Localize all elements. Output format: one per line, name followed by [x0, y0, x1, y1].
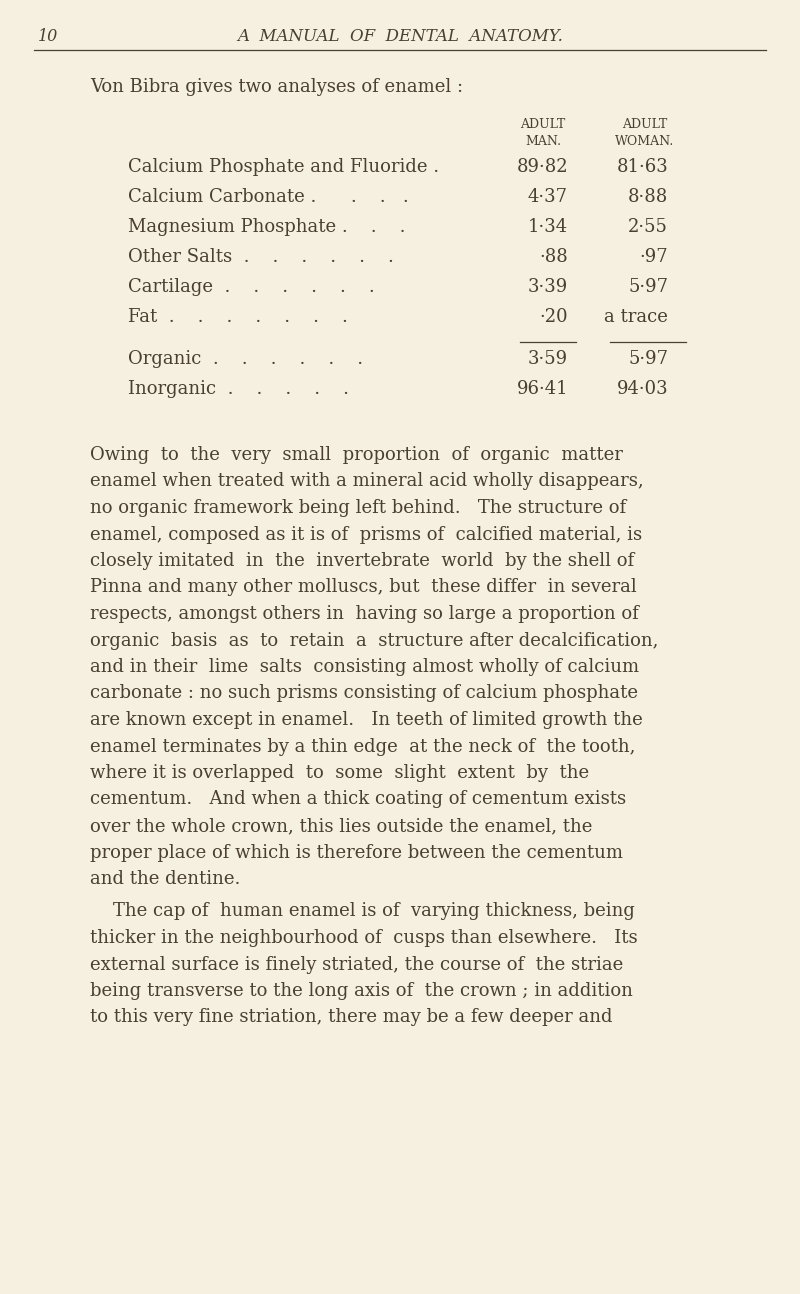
Text: ·20: ·20 — [539, 308, 568, 326]
Text: Magnesium Phosphate .    .    .: Magnesium Phosphate . . . — [128, 217, 406, 236]
Text: enamel, composed as it is of  prisms of  calcified material, is: enamel, composed as it is of prisms of c… — [90, 525, 642, 543]
Text: 89·82: 89·82 — [516, 158, 568, 176]
Text: a trace: a trace — [604, 308, 668, 326]
Text: Owing  to  the  very  small  proportion  of  organic  matter: Owing to the very small proportion of or… — [90, 446, 623, 465]
Text: Pinna and many other molluscs, but  these differ  in several: Pinna and many other molluscs, but these… — [90, 578, 637, 597]
Text: Calcium Phosphate and Fluoride .: Calcium Phosphate and Fluoride . — [128, 158, 439, 176]
Text: 96·41: 96·41 — [516, 380, 568, 399]
Text: 3·39: 3·39 — [528, 278, 568, 296]
Text: no organic framework being left behind.   The structure of: no organic framework being left behind. … — [90, 499, 626, 518]
Text: where it is overlapped  to  some  slight  extent  by  the: where it is overlapped to some slight ex… — [90, 763, 589, 782]
Text: Cartilage  .    .    .    .    .    .: Cartilage . . . . . . — [128, 278, 374, 296]
Text: respects, amongst others in  having so large a proportion of: respects, amongst others in having so la… — [90, 606, 638, 622]
Text: Organic  .    .    .    .    .    .: Organic . . . . . . — [128, 349, 363, 367]
Text: A  MANUAL  OF  DENTAL  ANATOMY.: A MANUAL OF DENTAL ANATOMY. — [237, 28, 563, 45]
Text: 3·59: 3·59 — [528, 349, 568, 367]
Text: ·97: ·97 — [639, 248, 668, 267]
Text: carbonate : no such prisms consisting of calcium phosphate: carbonate : no such prisms consisting of… — [90, 685, 638, 703]
Text: Inorganic  .    .    .    .    .: Inorganic . . . . . — [128, 380, 349, 399]
Text: 2·55: 2·55 — [628, 217, 668, 236]
Text: Calcium Carbonate .      .    .   .: Calcium Carbonate . . . . — [128, 188, 409, 206]
Text: proper place of which is therefore between the cementum: proper place of which is therefore betwe… — [90, 844, 623, 862]
Text: The cap of  human enamel is of  varying thickness, being: The cap of human enamel is of varying th… — [90, 902, 635, 920]
Text: 5·97: 5·97 — [628, 349, 668, 367]
Text: 5·97: 5·97 — [628, 278, 668, 296]
Text: 8·88: 8·88 — [628, 188, 668, 206]
Text: 1·34: 1·34 — [528, 217, 568, 236]
Text: 81·63: 81·63 — [616, 158, 668, 176]
Text: WOMAN.: WOMAN. — [615, 135, 674, 148]
Text: enamel when treated with a mineral acid wholly disappears,: enamel when treated with a mineral acid … — [90, 472, 644, 490]
Text: Other Salts  .    .    .    .    .    .: Other Salts . . . . . . — [128, 248, 394, 267]
Text: organic  basis  as  to  retain  a  structure after decalcification,: organic basis as to retain a structure a… — [90, 631, 658, 650]
Text: and in their  lime  salts  consisting almost wholly of calcium: and in their lime salts consisting almos… — [90, 659, 639, 675]
Text: ·88: ·88 — [539, 248, 568, 267]
Text: being transverse to the long axis of  the crown ; in addition: being transverse to the long axis of the… — [90, 982, 633, 1000]
Text: and the dentine.: and the dentine. — [90, 870, 240, 888]
Text: are known except in enamel.   In teeth of limited growth the: are known except in enamel. In teeth of … — [90, 710, 642, 729]
Text: to this very fine striation, there may be a few deeper and: to this very fine striation, there may b… — [90, 1008, 613, 1026]
Text: external surface is finely striated, the course of  the striae: external surface is finely striated, the… — [90, 955, 623, 973]
Text: enamel terminates by a thin edge  at the neck of  the tooth,: enamel terminates by a thin edge at the … — [90, 738, 635, 756]
Text: closely imitated  in  the  invertebrate  world  by the shell of: closely imitated in the invertebrate wor… — [90, 553, 634, 569]
Text: ADULT: ADULT — [520, 118, 566, 131]
Text: 10: 10 — [38, 28, 58, 45]
Text: cementum.   And when a thick coating of cementum exists: cementum. And when a thick coating of ce… — [90, 791, 626, 809]
Text: over the whole crown, this lies outside the enamel, the: over the whole crown, this lies outside … — [90, 817, 592, 835]
Text: MAN.: MAN. — [525, 135, 561, 148]
Text: Fat  .    .    .    .    .    .    .: Fat . . . . . . . — [128, 308, 348, 326]
Text: Von Bibra gives two analyses of enamel :: Von Bibra gives two analyses of enamel : — [90, 78, 463, 96]
Text: ADULT: ADULT — [622, 118, 668, 131]
Text: thicker in the neighbourhood of  cusps than elsewhere.   Its: thicker in the neighbourhood of cusps th… — [90, 929, 638, 947]
Text: 94·03: 94·03 — [616, 380, 668, 399]
Text: 4·37: 4·37 — [528, 188, 568, 206]
